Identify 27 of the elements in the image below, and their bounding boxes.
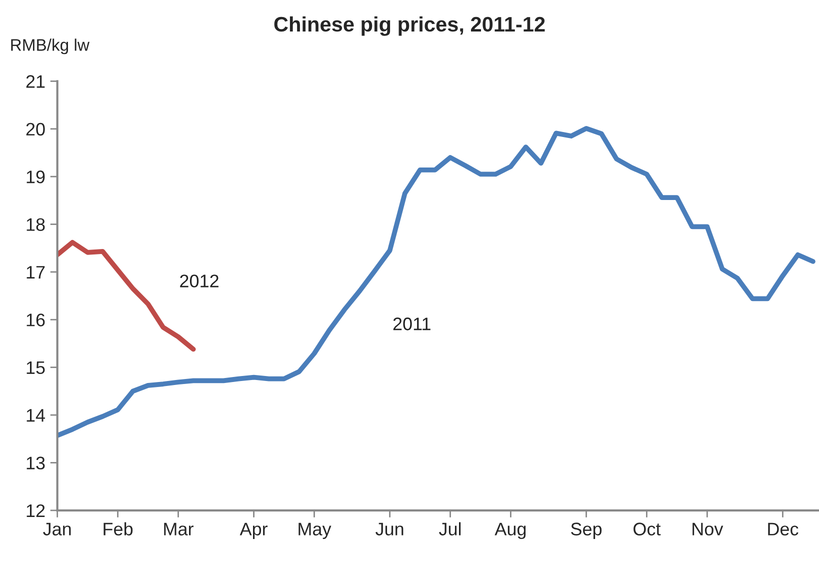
x-tick-label: Dec — [768, 522, 798, 536]
x-tick-label: Mar — [164, 522, 194, 536]
chart-title: Chinese pig prices, 2011-12 — [274, 16, 545, 36]
y-tick-label: 14 — [26, 409, 45, 422]
series-label: 2012 — [180, 274, 218, 288]
y-tick-label: 17 — [26, 266, 45, 278]
y-tick-label: 19 — [26, 170, 45, 184]
x-tick-label: Jan — [43, 522, 71, 536]
y-axis-title: RMB/kg lw — [11, 38, 90, 54]
line-series — [57, 126, 816, 438]
x-tick-label: Feb — [104, 522, 133, 536]
y-tick-label: 18 — [26, 218, 45, 231]
x-tick-label: Jun — [376, 522, 404, 536]
x-tick-label: Apr — [240, 522, 268, 540]
text: 2011 — [393, 318, 430, 330]
y-tick-label: 16 — [26, 314, 45, 326]
y-tick-label: 15 — [26, 361, 45, 374]
x-tick-label: Aug — [494, 522, 526, 540]
x-tick-label: May — [298, 522, 332, 540]
x-tick-label: Oct — [634, 522, 661, 536]
x-tick-label: Sep — [571, 522, 602, 540]
x-tick-label: Nov — [692, 522, 724, 536]
y-tick-label: 13 — [26, 456, 45, 470]
y-tick-label: 12 — [26, 504, 45, 517]
y-tick-label: 20 — [26, 122, 45, 136]
x-tick-label: Jul — [438, 522, 461, 536]
y-tick-label: 21 — [26, 75, 45, 88]
